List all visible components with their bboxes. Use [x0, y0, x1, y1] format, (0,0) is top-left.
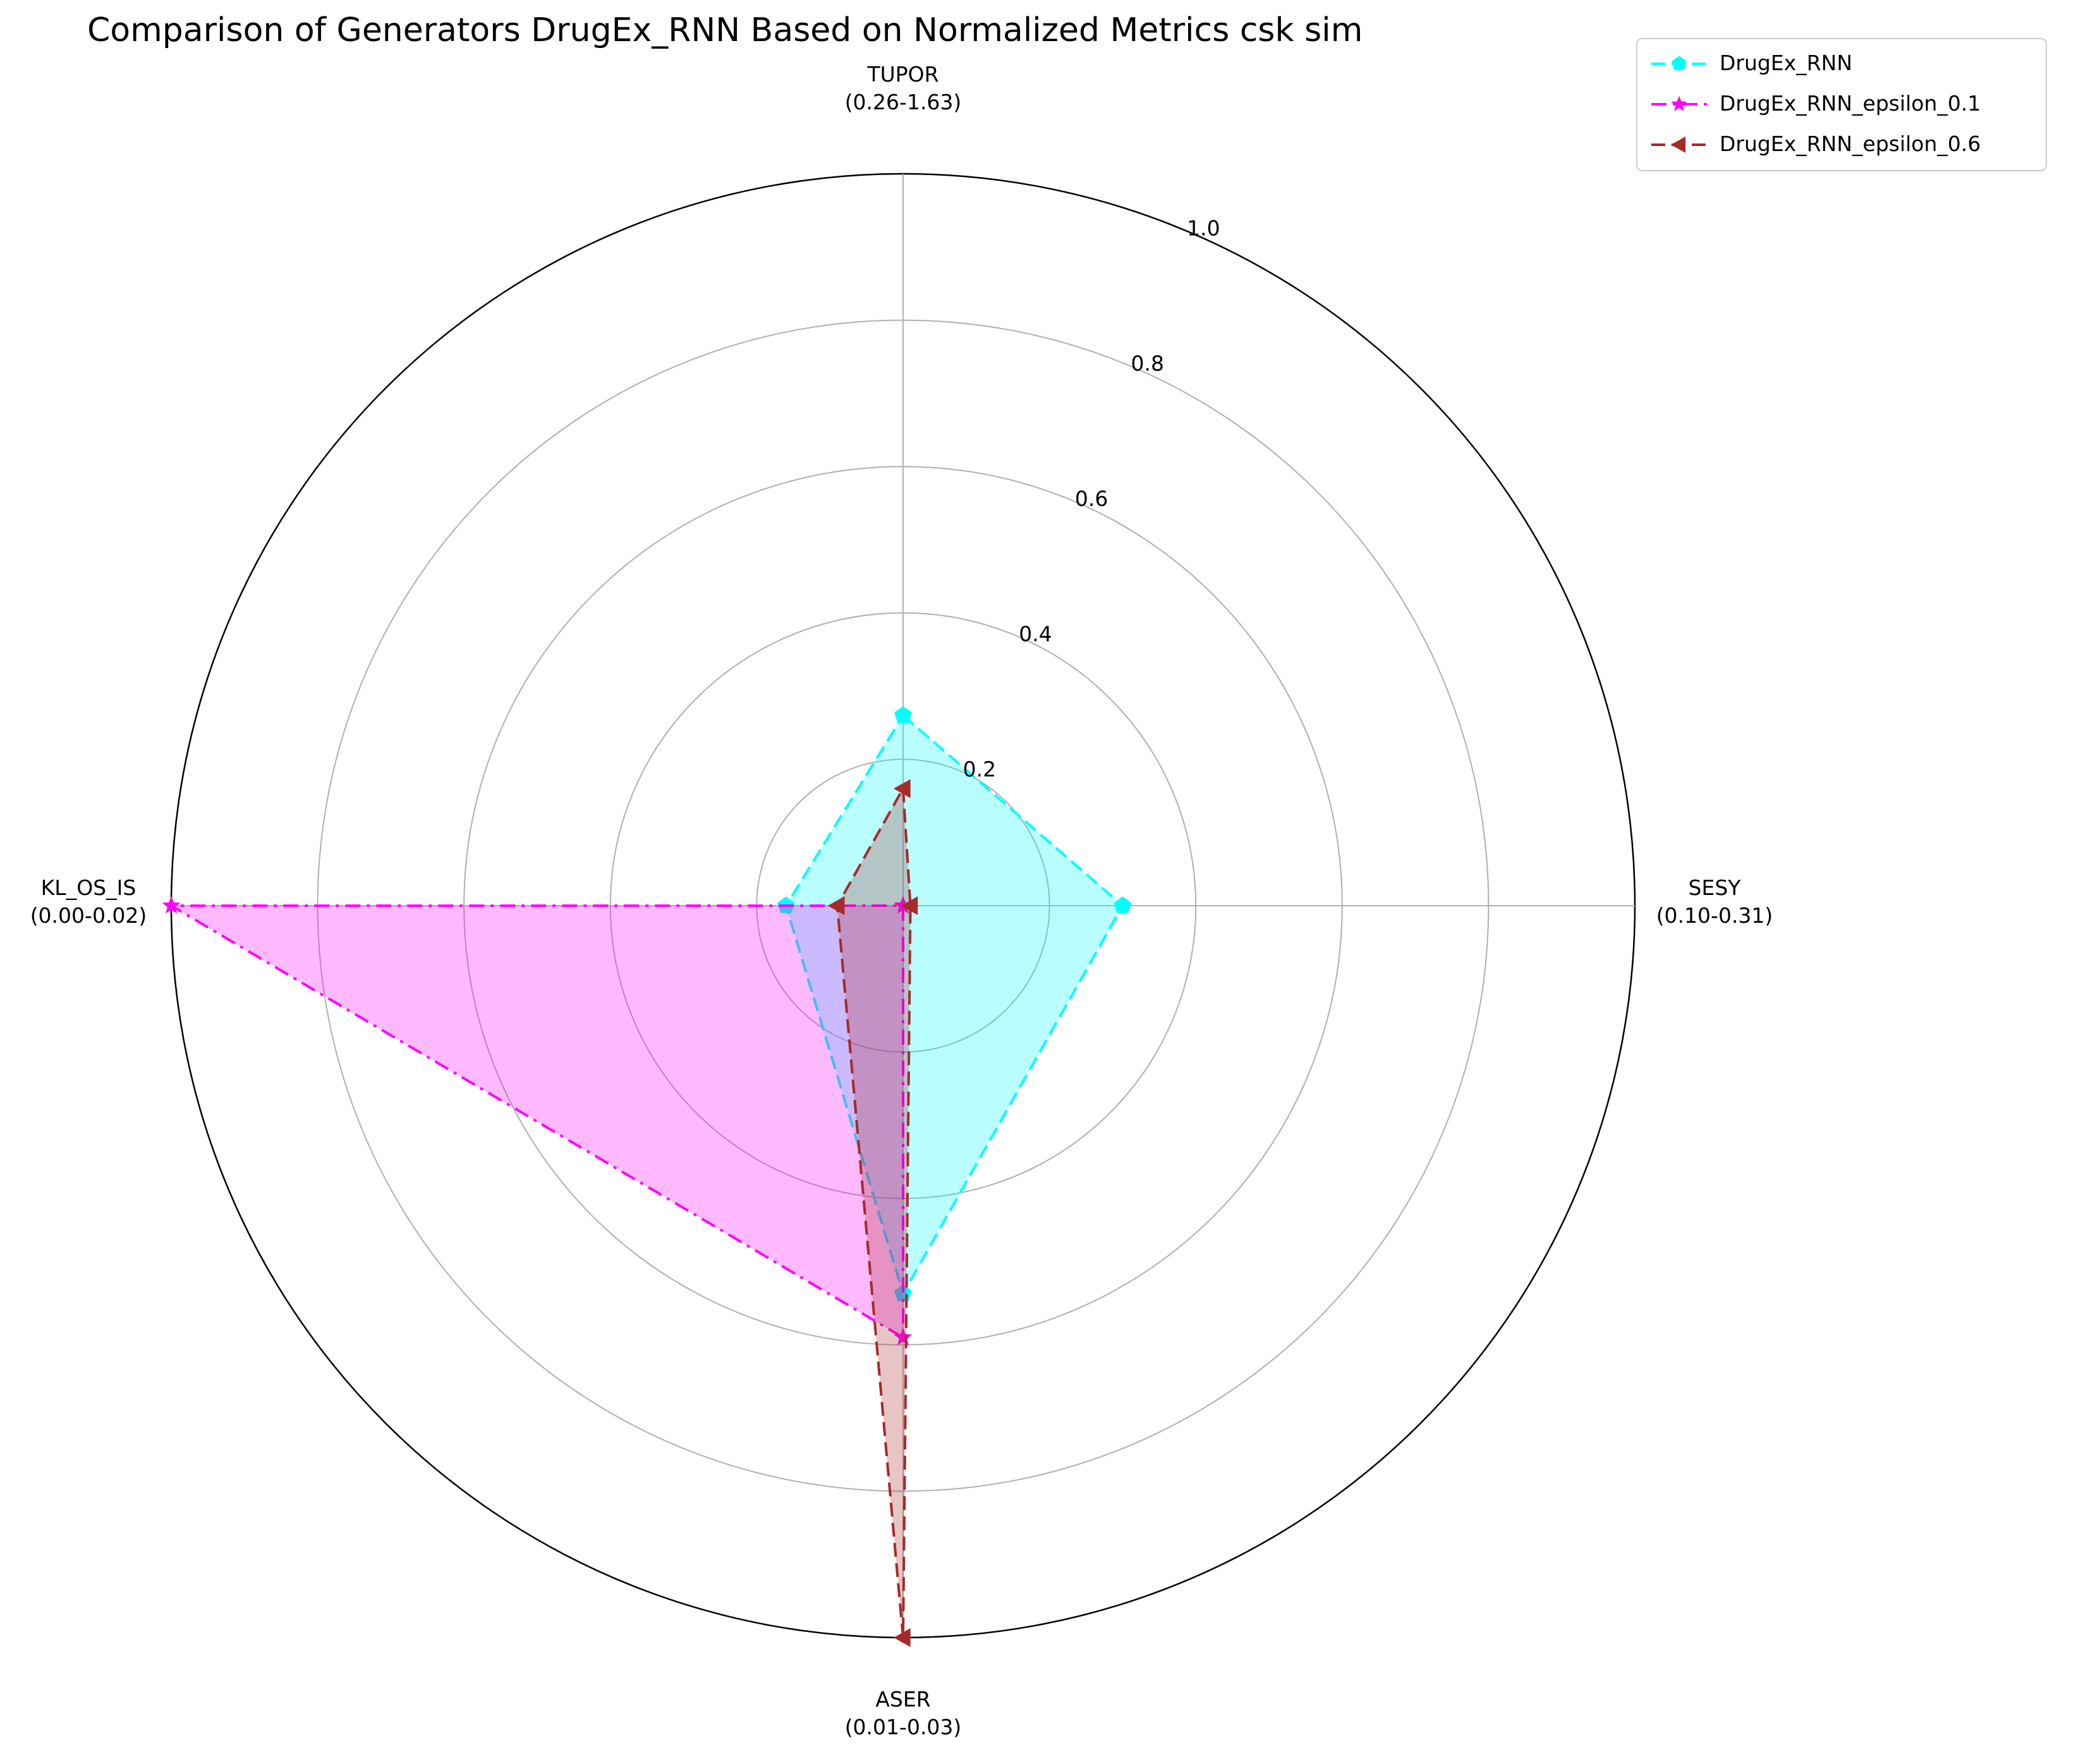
axis-name: SESY — [1688, 875, 1741, 900]
legend-swatch — [1651, 95, 1707, 111]
legend-item-drugex-rnn-epsilon-0-1: DrugEx_RNN_epsilon_0.1 — [1637, 88, 2046, 120]
legend-label: DrugEx_RNN — [1720, 51, 1853, 75]
series-area — [837, 788, 911, 1638]
series-line — [166, 904, 904, 1340]
radial-tick-label: 1.0 — [1187, 216, 1220, 241]
legend-label: DrugEx_RNN_epsilon_0.1 — [1720, 91, 1981, 116]
legend-marker — [1671, 95, 1687, 111]
data-point — [162, 896, 181, 914]
data-point — [827, 896, 845, 915]
series-2 — [827, 779, 918, 1647]
legend-marker — [1670, 137, 1686, 153]
data-point — [893, 1628, 911, 1647]
legend-swatch — [1651, 56, 1707, 71]
series-1 — [162, 896, 913, 1346]
legend-marker — [1672, 56, 1687, 71]
axis-name: TUPOR — [867, 62, 939, 87]
axis-name: KL_OS_IS — [40, 875, 137, 900]
axis-range: (0.26-1.63) — [844, 90, 962, 114]
radial-tick-label: 0.4 — [1019, 622, 1052, 647]
axis-name: ASER — [875, 1687, 931, 1712]
axis-label-aser: ASER (0.01-0.03) — [845, 1686, 962, 1741]
radial-tick-labels: 0.2 0.4 0.6 0.8 1.0 — [963, 216, 1220, 782]
legend-item-drugex-rnn-epsilon-0-6: DrugEx_RNN_epsilon_0.6 — [1637, 129, 2046, 161]
series-area — [786, 715, 1123, 1294]
radial-tick-label: 0.8 — [1131, 351, 1164, 376]
legend-item-drugex-rnn: DrugEx_RNN — [1637, 48, 2046, 80]
axis-label-sesy: SESY (0.10-0.31) — [1656, 874, 1773, 930]
data-point — [901, 896, 918, 915]
data-point — [894, 1327, 913, 1346]
series-area — [171, 906, 903, 1338]
axis-range: (0.00-0.02) — [30, 903, 147, 928]
radial-tick-label: 0.2 — [963, 757, 996, 782]
radial-tick-label: 0.6 — [1075, 487, 1108, 511]
axis-range: (0.10-0.31) — [1656, 903, 1773, 928]
data-point — [894, 706, 912, 723]
series-line — [835, 784, 912, 1638]
chart-title: Comparison of Generators DrugEx_RNN Base… — [87, 11, 1363, 49]
data-point — [1114, 896, 1132, 913]
series-0 — [777, 706, 1132, 1301]
legend: DrugEx_RNN DrugEx_RNN_epsilon_0.1 DrugEx… — [1636, 38, 2047, 171]
legend-swatch — [1651, 137, 1707, 153]
data-point — [893, 779, 911, 798]
axis-label-kl-os-is: KL_OS_IS (0.00-0.02) — [30, 874, 147, 930]
legend-label: DrugEx_RNN_epsilon_0.6 — [1720, 131, 1981, 156]
axis-label-tupor: TUPOR (0.26-1.63) — [845, 61, 962, 116]
axis-range: (0.01-0.03) — [844, 1715, 962, 1739]
radar-series — [162, 706, 1132, 1647]
